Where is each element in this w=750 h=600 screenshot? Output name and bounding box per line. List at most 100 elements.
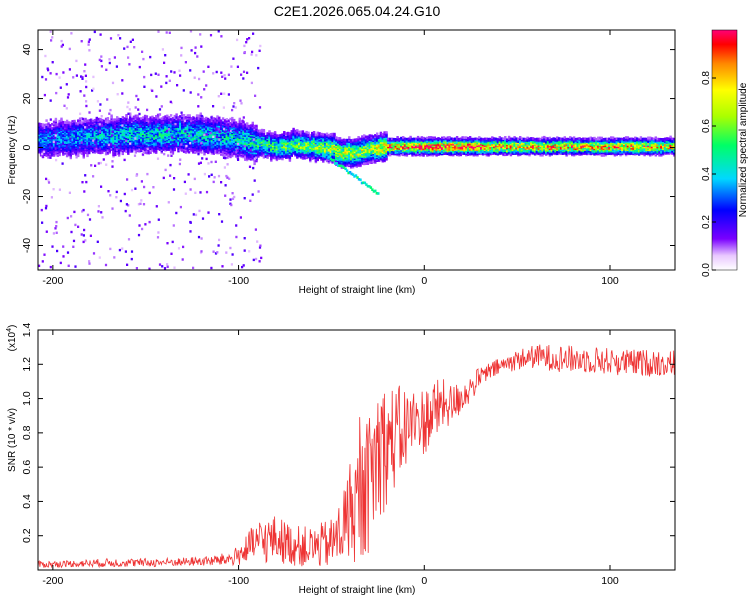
heatmap-cell — [195, 150, 199, 154]
heatmap-cell — [407, 137, 410, 141]
heatmap-cell — [99, 120, 102, 124]
heatmap-cell — [286, 134, 290, 138]
heatmap-cell — [127, 145, 130, 149]
heatmap-cell — [58, 126, 61, 130]
heatmap-cell — [350, 162, 353, 165]
heatmap-cell — [78, 120, 82, 123]
heatmap-cell — [316, 147, 319, 151]
heatmap-cell — [376, 132, 379, 136]
heatmap-cell — [309, 136, 312, 140]
heatmap-cell — [93, 124, 97, 127]
heatmap-cell — [145, 127, 149, 131]
heatmap-cell — [216, 147, 219, 151]
heatmap-cell — [182, 131, 186, 135]
heatmap-cell — [175, 129, 178, 133]
heatmap-cell — [290, 131, 293, 135]
heatmap-cell — [240, 121, 243, 125]
heatmap-cell — [383, 154, 386, 157]
heatmap-cell — [259, 148, 262, 151]
heatmap-cell — [366, 153, 370, 156]
heatmap-cell — [151, 129, 154, 132]
heatmap-cell — [169, 131, 173, 135]
heatmap-cell — [272, 148, 275, 152]
heatmap-cell — [88, 130, 91, 133]
heatmap-cell — [145, 139, 149, 143]
heatmap-cell — [298, 141, 301, 144]
heatmap-cell — [56, 123, 59, 126]
heatmap-cell — [197, 132, 201, 135]
heatmap-cell — [73, 127, 76, 131]
heatmap-cell — [54, 151, 58, 155]
heatmap-cell — [251, 152, 254, 156]
heatmap-cell — [203, 121, 206, 125]
heatmap-cell — [110, 138, 113, 142]
heatmap-cell — [71, 145, 74, 149]
heatmap-cell — [247, 138, 251, 141]
heatmap-cell — [372, 135, 375, 138]
heatmap-cell — [143, 131, 147, 134]
heatmap-cell — [353, 142, 357, 146]
heatmap-cell — [234, 136, 238, 139]
heatmap-cell — [160, 141, 163, 145]
heatmap-cell — [398, 147, 401, 150]
heatmap-cell — [431, 139, 435, 142]
heatmap-cell — [463, 143, 466, 146]
heatmap-cell — [166, 133, 169, 137]
heatmap-cell — [361, 162, 364, 165]
heatmap-cell — [324, 145, 327, 149]
heatmap-cell — [221, 148, 225, 151]
heatmap-cell — [240, 144, 243, 148]
heatmap-cell — [197, 144, 201, 147]
heatmap-cell — [314, 135, 318, 138]
heatmap-cell — [238, 117, 241, 121]
heatmap-cell — [73, 141, 76, 144]
heatmap-cell — [54, 121, 58, 125]
heatmap-cell — [413, 147, 416, 150]
heatmap-cell — [338, 145, 342, 148]
heatmap-cell — [236, 139, 240, 142]
heatmap-cell — [309, 159, 312, 163]
heatmap-cell — [123, 120, 126, 123]
heatmap-cell — [88, 150, 91, 153]
heatmap-cell — [164, 135, 167, 139]
heatmap-cell — [69, 135, 72, 138]
heatmap-cell — [214, 135, 217, 138]
heatmap-cell — [409, 150, 412, 154]
heatmap-cell — [286, 142, 290, 146]
heatmap-cell — [73, 123, 76, 127]
heatmap-cell — [364, 140, 368, 144]
heatmap-cell — [361, 154, 364, 157]
heatmap-cell — [125, 119, 128, 122]
heatmap-cell — [162, 132, 165, 135]
heatmap-cell — [416, 146, 420, 150]
heatmap-cell — [49, 153, 52, 157]
heatmap-cell — [348, 140, 351, 143]
heatmap-cell — [416, 152, 420, 155]
heatmap-cell — [75, 143, 78, 147]
heatmap-cell — [88, 147, 91, 151]
heatmap-cell — [299, 138, 303, 142]
heatmap-cell — [77, 146, 80, 149]
heatmap-cell — [353, 154, 357, 158]
heatmap-cell — [38, 126, 41, 130]
heatmap-cell — [177, 126, 180, 130]
heatmap-cell — [335, 136, 338, 139]
heatmap-cell — [327, 134, 331, 137]
heatmap-cell — [257, 140, 260, 143]
heatmap-cell — [236, 124, 240, 128]
heatmap-cell — [210, 131, 214, 135]
heatmap-cell — [251, 144, 254, 148]
heatmap-cell — [168, 117, 171, 121]
heatmap-cell — [233, 124, 236, 127]
heatmap-cell — [134, 124, 137, 127]
heatmap-cell — [88, 126, 91, 129]
heatmap-cell — [285, 147, 288, 150]
heatmap-cell — [370, 139, 373, 143]
heatmap-cell — [56, 140, 59, 144]
heatmap-cell — [370, 160, 373, 163]
heatmap-cell — [129, 134, 132, 137]
heatmap-cell — [283, 135, 286, 138]
heatmap-cell — [324, 157, 327, 161]
heatmap-cell — [283, 148, 286, 152]
heatmap-cell — [158, 124, 162, 127]
